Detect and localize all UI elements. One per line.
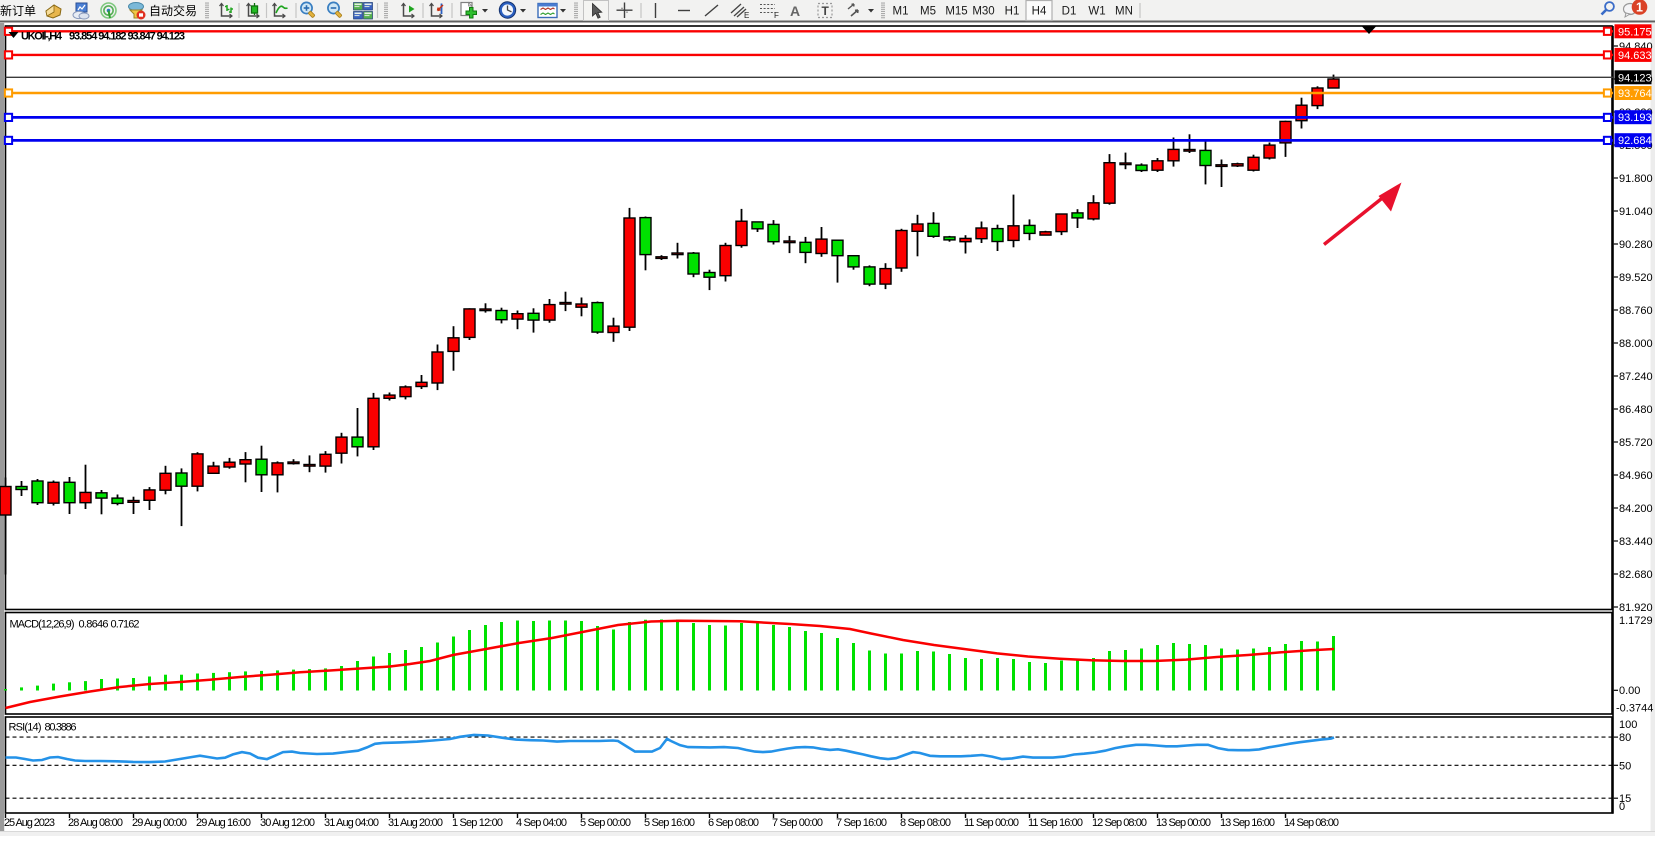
svg-text:H1: H1	[1005, 6, 1020, 18]
svg-text:T: T	[822, 4, 830, 18]
svg-text:M15: M15	[945, 6, 967, 18]
svg-text:自动交易: 自动交易	[149, 3, 197, 18]
svg-text:80.3886: 80.3886	[45, 722, 77, 734]
svg-text:13 Sep 00:00: 13 Sep 00:00	[1156, 817, 1211, 829]
svg-text:93.854 94.182 93.847 94.123: 93.854 94.182 93.847 94.123	[69, 31, 185, 43]
svg-text:86.480: 86.480	[1619, 404, 1653, 416]
svg-text:4 Sep 04:00: 4 Sep 04:00	[516, 817, 567, 829]
svg-text:D1: D1	[1062, 6, 1077, 18]
svg-text:84.200: 84.200	[1619, 503, 1653, 515]
svg-text:5 Sep 00:00: 5 Sep 00:00	[580, 817, 631, 829]
svg-text:0: 0	[1619, 801, 1625, 813]
svg-text:30 Aug 12:00: 30 Aug 12:00	[260, 817, 315, 829]
svg-text:F: F	[774, 11, 779, 20]
svg-text:25 Aug 2023: 25 Aug 2023	[4, 817, 55, 829]
svg-text:8 Sep 08:00: 8 Sep 08:00	[900, 817, 951, 829]
svg-text:1: 1	[1636, 1, 1643, 15]
svg-text:80: 80	[1619, 732, 1631, 744]
svg-text:88.760: 88.760	[1619, 305, 1653, 317]
svg-text:MACD(12,26,9): MACD(12,26,9)	[10, 619, 75, 631]
svg-text:-0.3744: -0.3744	[1616, 703, 1653, 715]
svg-text:11 Sep 00:00: 11 Sep 00:00	[964, 817, 1019, 829]
svg-text:0.7162: 0.7162	[111, 619, 140, 631]
svg-text:0.8646: 0.8646	[79, 619, 109, 631]
svg-text:84.960: 84.960	[1619, 470, 1653, 482]
svg-text:31 Aug 04:00: 31 Aug 04:00	[324, 817, 379, 829]
svg-text:91.040: 91.040	[1619, 206, 1653, 218]
svg-text:12 Sep 08:00: 12 Sep 08:00	[1092, 817, 1147, 829]
svg-text:100: 100	[1619, 719, 1637, 731]
svg-text:85.720: 85.720	[1619, 437, 1653, 449]
svg-text:UKOIl-,H4: UKOIl-,H4	[21, 31, 63, 43]
svg-text:7 Sep 16:00: 7 Sep 16:00	[836, 817, 887, 829]
svg-text:89.520: 89.520	[1619, 272, 1653, 284]
svg-text:91.800: 91.800	[1619, 173, 1653, 185]
svg-text:1 Sep 12:00: 1 Sep 12:00	[452, 817, 503, 829]
svg-text:13 Sep 16:00: 13 Sep 16:00	[1220, 817, 1275, 829]
svg-text:82.680: 82.680	[1619, 569, 1653, 581]
svg-text:93.193: 93.193	[1618, 112, 1652, 124]
svg-text:87.240: 87.240	[1619, 371, 1653, 383]
svg-text:W1: W1	[1088, 6, 1105, 18]
svg-text:M5: M5	[920, 6, 936, 18]
svg-text:92.684: 92.684	[1618, 135, 1652, 147]
svg-text:28 Aug 08:00: 28 Aug 08:00	[68, 817, 123, 829]
svg-text:E: E	[744, 11, 749, 20]
svg-text:90.280: 90.280	[1619, 239, 1653, 251]
svg-text:MN: MN	[1115, 6, 1133, 18]
svg-text:A: A	[790, 3, 800, 19]
svg-text:RSI(14): RSI(14)	[9, 722, 42, 734]
svg-text:1.1729: 1.1729	[1619, 615, 1653, 627]
svg-text:新订单: 新订单	[0, 3, 36, 18]
svg-text:29 Aug 16:00: 29 Aug 16:00	[196, 817, 251, 829]
svg-text:29 Aug 00:00: 29 Aug 00:00	[132, 817, 187, 829]
svg-text:94.123: 94.123	[1618, 72, 1652, 84]
svg-text:6 Sep 08:00: 6 Sep 08:00	[708, 817, 759, 829]
svg-text:50: 50	[1619, 761, 1631, 773]
svg-text:95.175: 95.175	[1618, 26, 1652, 38]
svg-text:0.00: 0.00	[1619, 685, 1640, 697]
svg-text:31 Aug 20:00: 31 Aug 20:00	[388, 817, 443, 829]
svg-text:H4: H4	[1032, 6, 1047, 18]
svg-text:11 Sep 16:00: 11 Sep 16:00	[1028, 817, 1083, 829]
svg-text:14 Sep 08:00: 14 Sep 08:00	[1284, 817, 1339, 829]
svg-text:M1: M1	[893, 6, 909, 18]
svg-text:81.920: 81.920	[1619, 602, 1653, 614]
svg-text:94.633: 94.633	[1618, 50, 1652, 62]
svg-text:M30: M30	[972, 6, 994, 18]
svg-text:88.000: 88.000	[1619, 338, 1653, 350]
svg-text:93.764: 93.764	[1618, 88, 1652, 100]
svg-text:7 Sep 00:00: 7 Sep 00:00	[772, 817, 823, 829]
svg-text:5 Sep 16:00: 5 Sep 16:00	[644, 817, 695, 829]
svg-text:83.440: 83.440	[1619, 536, 1653, 548]
